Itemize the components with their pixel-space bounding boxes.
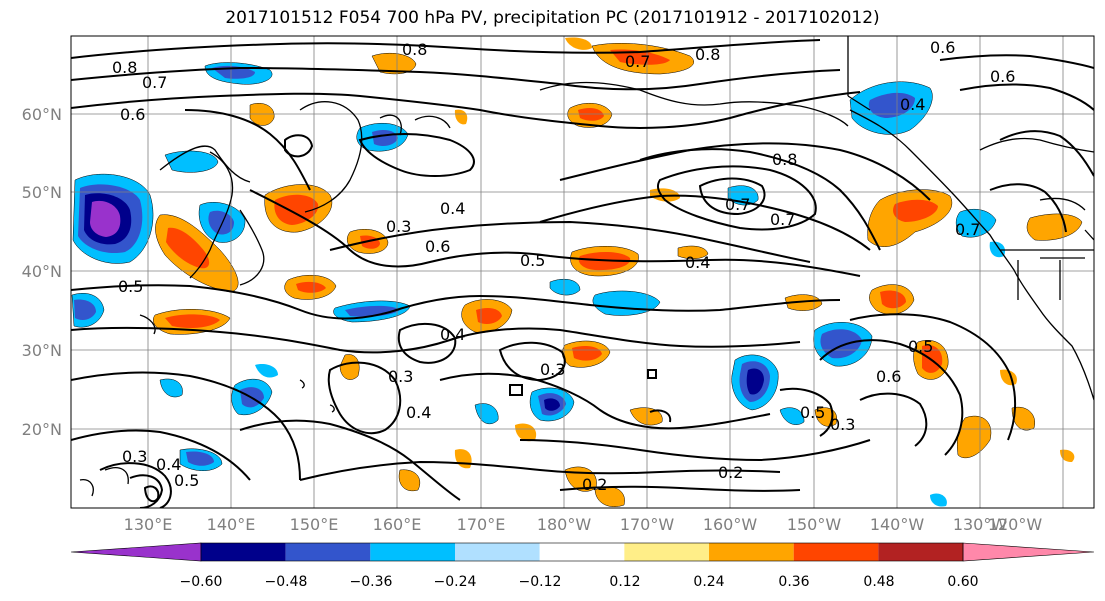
contour-label: 0.4: [406, 403, 431, 422]
longitude-label: 170°W: [620, 515, 675, 534]
colorbar: −0.60 −0.48 −0.36 −0.24 −0.12 0.12 0.24 …: [70, 542, 1095, 590]
colorbar-segment: [285, 543, 371, 561]
contour-label: 0.8: [772, 150, 797, 169]
contour-label: 0.5: [520, 251, 545, 270]
colorbar-label: 0.60: [947, 574, 978, 590]
coastlines: [79, 36, 1094, 497]
longitude-label: 130°W: [953, 515, 1008, 534]
contour-label: 0.8: [402, 40, 427, 59]
chart-title: 2017101512 F054 700 hPa PV, precipitatio…: [225, 8, 880, 28]
colorbar-segment: [624, 543, 710, 561]
colorbar-segment: [878, 543, 964, 561]
map-frame: [70, 35, 1095, 509]
latitude-label: 30°N: [22, 341, 62, 360]
colorbar-label: −0.60: [180, 574, 223, 590]
colorbar-segment: [793, 543, 879, 561]
colorbar-label: 0.36: [778, 574, 809, 590]
colorbar-label: 0.24: [693, 574, 724, 590]
longitude-label: 160°E: [373, 515, 422, 534]
colorbar-segment: [539, 543, 625, 561]
longitude-label: 150°W: [787, 515, 842, 534]
colorbar-segment: [201, 543, 286, 561]
longitude-label: 140°E: [207, 515, 256, 534]
contour-label: 0.3: [388, 367, 413, 386]
contour-label: 0.4: [900, 95, 925, 114]
latitude-label: 50°N: [22, 183, 62, 202]
contour-label: 0.3: [386, 217, 411, 236]
contour-label: 0.5: [174, 471, 199, 490]
contour-label: 0.8: [112, 58, 137, 77]
colorbar-label: −0.24: [434, 574, 477, 590]
longitude-label: 150°E: [290, 515, 339, 534]
contour-label: 0.7: [770, 210, 795, 229]
contour-label: 0.2: [582, 475, 607, 494]
latitude-labels: 60°N 50°N 40°N 30°N 20°N: [22, 105, 62, 439]
contour-label-group: 0.8 0.7 0.6 0.8 0.8 0.7 0.6 0.6 0.4 0.7 …: [112, 38, 1015, 494]
contour-label: 0.4: [440, 199, 465, 218]
contour-label: 0.6: [876, 367, 901, 386]
precipitation-shading: [71, 37, 1083, 507]
colorbar-outline: [200, 542, 964, 562]
colorbar-label: −0.48: [265, 574, 308, 590]
colorbar-segment: [70, 542, 202, 562]
contour-label: 0.6: [425, 237, 450, 256]
longitude-label: 140°W: [870, 515, 925, 534]
contour-label: 0.6: [120, 105, 145, 124]
contour-label: 0.5: [118, 277, 143, 296]
contour-label: 0.5: [800, 403, 825, 422]
contour-label: 0.8: [695, 45, 720, 64]
contour-label: 0.4: [685, 253, 710, 272]
contour-label: 0.3: [122, 447, 147, 466]
contour-label: 0.2: [718, 463, 743, 482]
colorbar-label: 0.48: [863, 574, 894, 590]
precip-area-japan-negative: [72, 173, 154, 264]
longitude-label: 130°E: [124, 515, 173, 534]
colorbar-segment: [962, 542, 1095, 562]
map-gridlines: [71, 36, 1094, 508]
longitude-label: 180°W: [537, 515, 592, 534]
colorbar-segment: [370, 543, 456, 561]
latitude-label: 60°N: [22, 105, 62, 124]
longitude-label: 120°W: [988, 515, 1043, 534]
colorbar-tick-labels: −0.60 −0.48 −0.36 −0.24 −0.12 0.12 0.24 …: [180, 574, 979, 590]
contour-label: 0.7: [625, 52, 650, 71]
longitude-label: 170°E: [457, 515, 506, 534]
contour-label: 0.5: [908, 337, 933, 356]
contour-label: 0.4: [156, 455, 181, 474]
colorbar-label: −0.12: [519, 574, 562, 590]
colorbar-segments: [70, 542, 1095, 562]
contour-label: 0.6: [990, 67, 1015, 86]
contour-label: 0.7: [955, 220, 980, 239]
pv-contours: [71, 39, 1094, 508]
contour-label: 0.3: [830, 415, 855, 434]
contour-label: 0.3: [540, 360, 565, 379]
latitude-label: 20°N: [22, 420, 62, 439]
colorbar-segment: [709, 543, 794, 561]
contour-label: 0.7: [725, 195, 750, 214]
contour-label: 0.4: [440, 325, 465, 344]
latitude-label: 40°N: [22, 262, 62, 281]
colorbar-segment: [455, 543, 540, 561]
contour-label: 0.7: [142, 73, 167, 92]
colorbar-label: 0.12: [609, 574, 640, 590]
longitude-labels: 130°E 140°E 150°E 160°E 170°E 180°W 170°…: [124, 515, 1043, 534]
longitude-label: 160°W: [703, 515, 758, 534]
colorbar-label: −0.36: [350, 574, 393, 590]
contour-label: 0.6: [930, 38, 955, 57]
